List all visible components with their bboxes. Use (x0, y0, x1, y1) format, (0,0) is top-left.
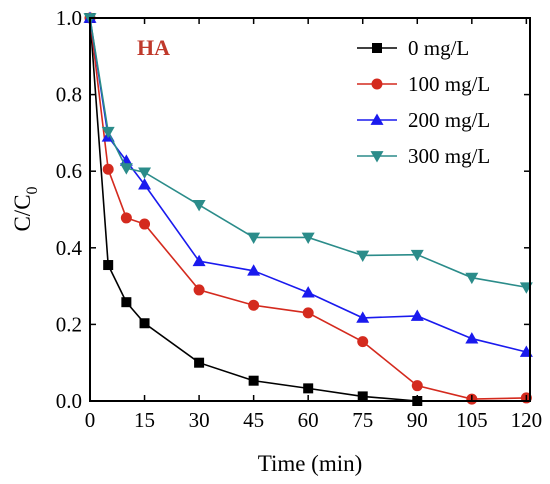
data-point (101, 126, 115, 139)
data-point (465, 332, 479, 344)
y-axis-title-subscript: 0 (24, 186, 41, 194)
y-tick-label: 1.0 (56, 6, 82, 30)
legend-label: 100 mg/L (408, 72, 490, 96)
data-point (301, 232, 315, 244)
data-point (411, 380, 423, 392)
data-point (139, 318, 150, 329)
y-tick-label: 0.4 (56, 236, 83, 260)
legend-item: 0 mg/L (357, 36, 469, 60)
series-1 (84, 12, 532, 405)
data-point (192, 254, 206, 267)
data-point (301, 286, 315, 298)
legend-item: 200 mg/L (357, 108, 490, 132)
x-tick-label: 105 (456, 408, 488, 432)
x-tick-label: 30 (189, 408, 210, 432)
data-point (247, 232, 261, 244)
data-point (119, 163, 133, 175)
data-point (138, 178, 152, 190)
legend-label: 300 mg/L (408, 144, 490, 168)
x-tick-label: 0 (85, 408, 96, 432)
series-line (89, 17, 527, 353)
y-tick-label: 0.6 (56, 159, 82, 183)
data-point (356, 250, 370, 262)
data-point (302, 307, 314, 319)
x-tick-label: 60 (298, 408, 319, 432)
legend-marker (370, 151, 384, 163)
legend-label: 0 mg/L (408, 36, 469, 60)
data-point (410, 309, 424, 321)
legend-marker (372, 43, 382, 53)
y-tick-label: 0.0 (56, 389, 82, 413)
data-point (193, 284, 205, 296)
series-3 (83, 13, 533, 294)
data-point (410, 249, 424, 262)
x-tick-label: 75 (352, 408, 373, 432)
legend-marker (370, 113, 384, 125)
legend-marker (371, 78, 383, 90)
plot-frame (89, 17, 531, 402)
legend-item: 300 mg/L (357, 144, 490, 168)
series-0 (85, 13, 423, 406)
legend-label: 200 mg/L (408, 108, 490, 132)
x-tick-label: 15 (134, 408, 155, 432)
y-tick-label: 0.8 (56, 83, 82, 107)
x-tick-label: 90 (407, 408, 428, 432)
y-axis-title-main: C/C (10, 194, 35, 231)
data-point (357, 336, 369, 348)
data-point (102, 163, 114, 175)
data-point (121, 297, 132, 308)
series-layer (83, 11, 533, 406)
x-tick-label: 45 (243, 408, 264, 432)
legend-item: 100 mg/L (357, 72, 490, 96)
legend: 0 mg/L 100 mg/L 200 mg/L 300 mg/L (357, 36, 490, 168)
data-point (248, 375, 259, 386)
ticks-layer: 0 15 30 45 60 75 90 105 120 0.0 0.2 0.4 0.6 0.8 1.0 (56, 6, 542, 432)
data-point (303, 383, 314, 394)
x-tick-label: 120 (511, 408, 543, 432)
data-point (465, 272, 479, 285)
y-axis-title: C/C0 (10, 186, 41, 231)
annotation-label: HA (137, 35, 170, 60)
svg-text:C/C0: C/C0 (10, 186, 41, 231)
data-point (247, 264, 261, 276)
data-point (192, 200, 206, 212)
x-axis-title: Time (min) (258, 451, 363, 476)
series-line (89, 17, 418, 402)
series-2 (83, 11, 533, 357)
data-point (103, 260, 114, 271)
data-point (120, 212, 132, 224)
data-point (356, 311, 370, 323)
data-point (139, 218, 151, 230)
data-point (138, 167, 152, 179)
data-point (248, 299, 260, 311)
data-point (194, 357, 205, 368)
y-tick-label: 0.2 (56, 312, 82, 336)
